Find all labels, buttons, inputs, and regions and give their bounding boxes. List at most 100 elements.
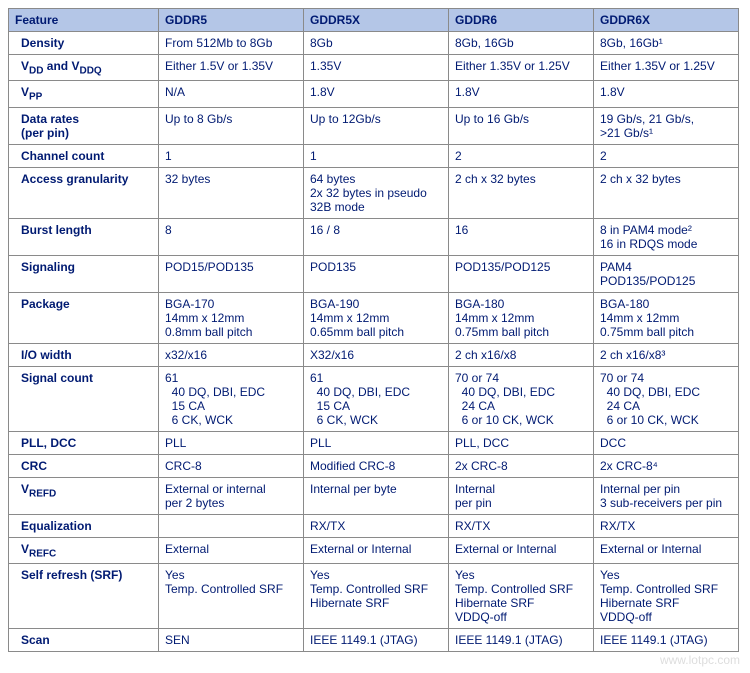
value-cell: Up to 12Gb/s [304, 107, 449, 144]
value-cell: BGA-18014mm x 12mm0.75mm ball pitch [449, 292, 594, 343]
value-cell: Modified CRC-8 [304, 454, 449, 477]
table-row: I/O widthx32/x16X32/x162 ch x16/x82 ch x… [9, 343, 739, 366]
value-cell: BGA-17014mm x 12mm0.8mm ball pitch [159, 292, 304, 343]
value-cell [159, 514, 304, 537]
value-cell: POD135/POD125 [449, 255, 594, 292]
table-row: ScanSENIEEE 1149.1 (JTAG)IEEE 1149.1 (JT… [9, 629, 739, 652]
value-cell: 8 [159, 218, 304, 255]
value-cell: POD15/POD135 [159, 255, 304, 292]
value-cell: RX/TX [304, 514, 449, 537]
value-cell: 1.8V [594, 81, 739, 107]
value-cell: YesTemp. Controlled SRFHibernate SRFVDDQ… [449, 564, 594, 629]
feature-cell: I/O width [9, 343, 159, 366]
value-cell: PLL [304, 431, 449, 454]
feature-cell: Data rates(per pin) [9, 107, 159, 144]
value-cell: YesTemp. Controlled SRFHibernate SRF [304, 564, 449, 629]
feature-cell: CRC [9, 454, 159, 477]
value-cell: 2 ch x16/x8 [449, 343, 594, 366]
value-cell: Either 1.35V or 1.25V [594, 55, 739, 81]
value-cell: Up to 8 Gb/s [159, 107, 304, 144]
feature-cell: Equalization [9, 514, 159, 537]
value-cell: 64 bytes2x 32 bytes in pseudo32B mode [304, 167, 449, 218]
value-cell: 16 [449, 218, 594, 255]
value-cell: 1.8V [304, 81, 449, 107]
table-row: CRCCRC-8Modified CRC-82x CRC-82x CRC-8⁴ [9, 454, 739, 477]
table-row: Signal count61 40 DQ, DBI, EDC 15 CA 6 C… [9, 366, 739, 431]
table-row: PackageBGA-17014mm x 12mm0.8mm ball pitc… [9, 292, 739, 343]
value-cell: Internalper pin [449, 477, 594, 514]
table-row: Channel count1122 [9, 144, 739, 167]
table-row: EqualizationRX/TXRX/TXRX/TX [9, 514, 739, 537]
feature-cell: Signal count [9, 366, 159, 431]
value-cell: RX/TX [449, 514, 594, 537]
feature-cell: Density [9, 32, 159, 55]
feature-cell: VREFC [9, 537, 159, 563]
value-cell: 1.8V [449, 81, 594, 107]
feature-cell: Package [9, 292, 159, 343]
value-cell: 2 ch x 32 bytes [594, 167, 739, 218]
table-row: VREFDExternal or internalper 2 bytesInte… [9, 477, 739, 514]
value-cell: External [159, 537, 304, 563]
feature-cell: Self refresh (SRF) [9, 564, 159, 629]
feature-cell: VREFD [9, 477, 159, 514]
value-cell: 16 / 8 [304, 218, 449, 255]
value-cell: 1 [159, 144, 304, 167]
feature-cell: Channel count [9, 144, 159, 167]
value-cell: 1 [304, 144, 449, 167]
value-cell: 8 in PAM4 mode²16 in RDQS mode [594, 218, 739, 255]
value-cell: 32 bytes [159, 167, 304, 218]
feature-cell: VPP [9, 81, 159, 107]
table-row: Data rates(per pin)Up to 8 Gb/sUp to 12G… [9, 107, 739, 144]
table-row: SignalingPOD15/POD135POD135POD135/POD125… [9, 255, 739, 292]
value-cell: IEEE 1149.1 (JTAG) [304, 629, 449, 652]
feature-cell: PLL, DCC [9, 431, 159, 454]
value-cell: 2x CRC-8⁴ [594, 454, 739, 477]
value-cell: BGA-19014mm x 12mm0.65mm ball pitch [304, 292, 449, 343]
value-cell: YesTemp. Controlled SRF [159, 564, 304, 629]
col-gddr6x: GDDR6X [594, 9, 739, 32]
feature-cell: Access granularity [9, 167, 159, 218]
feature-cell: VDD and VDDQ [9, 55, 159, 81]
value-cell: POD135 [304, 255, 449, 292]
value-cell: N/A [159, 81, 304, 107]
value-cell: PLL [159, 431, 304, 454]
col-feature: Feature [9, 9, 159, 32]
value-cell: External or Internal [304, 537, 449, 563]
value-cell: External or Internal [449, 537, 594, 563]
col-gddr6: GDDR6 [449, 9, 594, 32]
value-cell: 2 ch x 32 bytes [449, 167, 594, 218]
value-cell: 61 40 DQ, DBI, EDC 15 CA 6 CK, WCK [159, 366, 304, 431]
value-cell: PAM4POD135/POD125 [594, 255, 739, 292]
value-cell: Internal per byte [304, 477, 449, 514]
table-row: VDD and VDDQEither 1.5V or 1.35V1.35VEit… [9, 55, 739, 81]
value-cell: 2 ch x16/x8³ [594, 343, 739, 366]
value-cell: 8Gb, 16Gb [449, 32, 594, 55]
table-row: Burst length816 / 8168 in PAM4 mode²16 i… [9, 218, 739, 255]
value-cell: RX/TX [594, 514, 739, 537]
col-gddr5: GDDR5 [159, 9, 304, 32]
value-cell: IEEE 1149.1 (JTAG) [594, 629, 739, 652]
value-cell: 8Gb, 16Gb¹ [594, 32, 739, 55]
value-cell: External or internalper 2 bytes [159, 477, 304, 514]
value-cell: 70 or 74 40 DQ, DBI, EDC 24 CA 6 or 10 C… [594, 366, 739, 431]
value-cell: Internal per pin3 sub-receivers per pin [594, 477, 739, 514]
table-row: VPPN/A1.8V1.8V1.8V [9, 81, 739, 107]
value-cell: DCC [594, 431, 739, 454]
value-cell: PLL, DCC [449, 431, 594, 454]
table-row: VREFCExternalExternal or InternalExterna… [9, 537, 739, 563]
value-cell: BGA-18014mm x 12mm0.75mm ball pitch [594, 292, 739, 343]
value-cell: Up to 16 Gb/s [449, 107, 594, 144]
value-cell: X32/x16 [304, 343, 449, 366]
value-cell: 2 [594, 144, 739, 167]
feature-cell: Signaling [9, 255, 159, 292]
feature-cell: Scan [9, 629, 159, 652]
table-body: DensityFrom 512Mb to 8Gb8Gb8Gb, 16Gb8Gb,… [9, 32, 739, 652]
watermark: www.lotpc.com [660, 653, 740, 667]
table-row: PLL, DCCPLLPLLPLL, DCCDCC [9, 431, 739, 454]
table-row: Self refresh (SRF)YesTemp. Controlled SR… [9, 564, 739, 629]
feature-cell: Burst length [9, 218, 159, 255]
col-gddr5x: GDDR5X [304, 9, 449, 32]
value-cell: Either 1.5V or 1.35V [159, 55, 304, 81]
value-cell: 70 or 74 40 DQ, DBI, EDC 24 CA 6 or 10 C… [449, 366, 594, 431]
value-cell: SEN [159, 629, 304, 652]
